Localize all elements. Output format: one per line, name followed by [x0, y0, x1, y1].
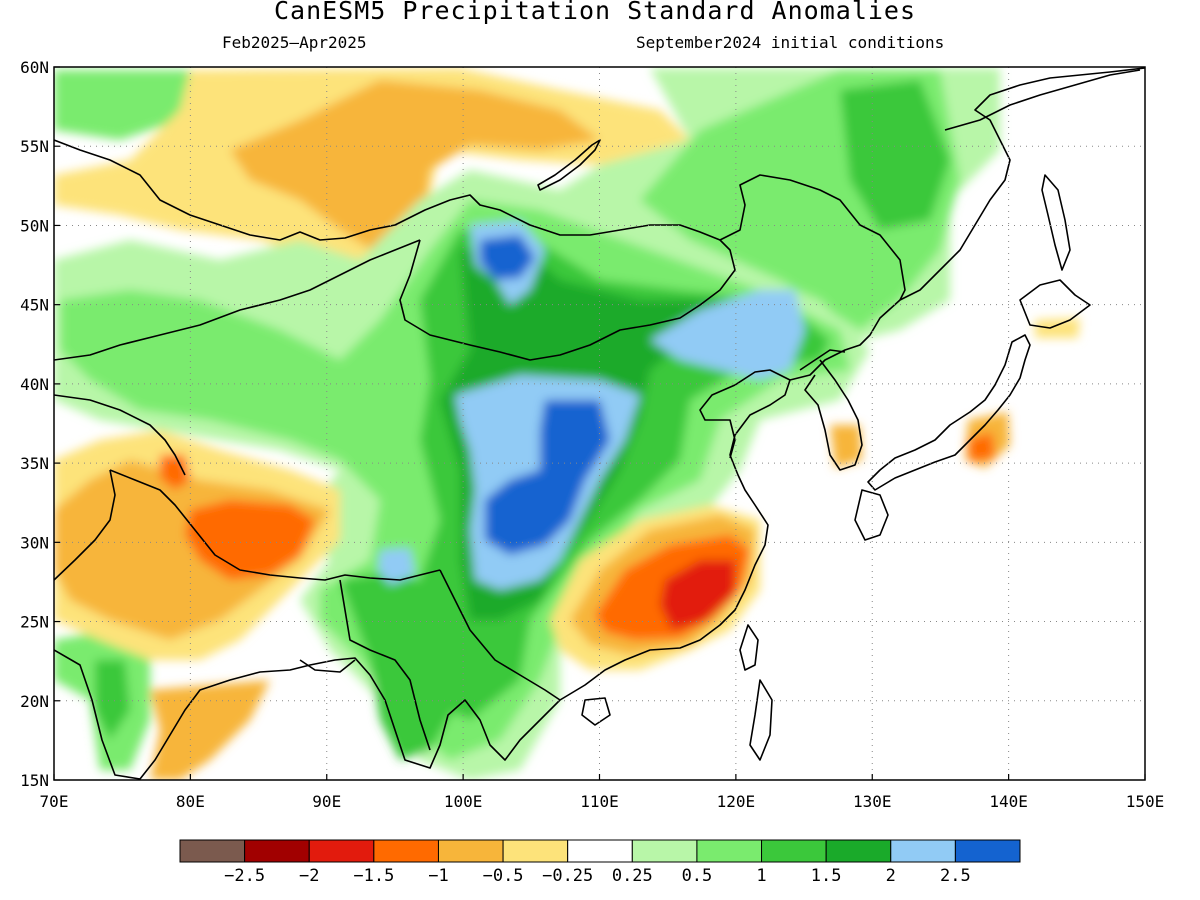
colorbar-label: −2 [299, 866, 319, 886]
sakhalin-coast [1041, 174, 1071, 271]
dry-region-india-core [185, 500, 315, 580]
colorbar-label: 1 [756, 866, 766, 886]
dry-region-southeast-china-core [660, 560, 735, 630]
lat-tick-label: 20N [20, 692, 49, 711]
colorbar-label: 0.25 [612, 866, 653, 886]
wet-region-india-core [95, 660, 130, 740]
lat-tick-label: 30N [20, 533, 49, 552]
border-mongolia-china [399, 239, 736, 361]
country-borders [54, 139, 906, 751]
lat-tick-label: 15N [20, 771, 49, 790]
wet-region-mongolia-core [480, 235, 535, 280]
wet-region-indochina [340, 570, 470, 760]
colorbar-label: 2.5 [940, 866, 971, 886]
colorbar-segment [954, 839, 1021, 863]
border-himalaya [109, 469, 441, 581]
japan-honshu-coast [867, 334, 1031, 491]
lat-lon-grid [54, 67, 1145, 780]
dry-region-kashmir [160, 455, 190, 490]
kamchatka-coast [944, 69, 1141, 131]
lon-tick-label: 80E [176, 792, 205, 811]
colorbar-segment [825, 839, 892, 863]
colorbar-segment [696, 839, 763, 863]
colorbar-segment [761, 839, 827, 863]
colorbar-segment [437, 839, 504, 863]
colorbar-label: −1.5 [353, 866, 394, 886]
colorbar-segment [244, 839, 310, 863]
border-indochina [439, 569, 561, 701]
asia-mainland-coast [54, 67, 1145, 780]
colorbar-segment [567, 839, 633, 863]
axis-ticks: 70E 80E 90E 100E 110E 120E 130E 140E 150E 15N 20N 2… [20, 58, 1164, 811]
lon-tick-label: 90E [312, 792, 341, 811]
colorbar-segment [373, 839, 439, 863]
border-myanmar [339, 579, 431, 751]
wet-region-tibet-lake [378, 548, 415, 585]
dry-region-hokkaido [1035, 318, 1080, 338]
border-china-kazakhstan [54, 239, 421, 361]
lat-tick-label: 60N [20, 58, 49, 77]
colorbar-label: 1.5 [811, 866, 842, 886]
chart-title: CanESM5 Precipitation Standard Anomalies [273, 0, 917, 25]
lat-tick-label: 25N [20, 613, 49, 632]
lon-tick-label: 130E [853, 792, 892, 811]
border-china-korea [799, 349, 846, 371]
colorbar-segment [502, 839, 569, 863]
wet-region-central-china-core [485, 400, 610, 555]
initial-conditions: September2024 initial conditions [636, 33, 945, 52]
dry-region-india-south [150, 680, 270, 780]
lon-tick-label: 120E [717, 792, 756, 811]
lat-tick-label: 55N [20, 137, 49, 156]
colorbar-segment [179, 839, 246, 863]
lake-baikal [537, 139, 601, 191]
colorbar-label: −2.5 [224, 866, 265, 886]
colorbar-segment [308, 839, 375, 863]
lon-tick-label: 140E [989, 792, 1028, 811]
border-russia-south [54, 139, 906, 301]
colorbar-label: −1 [428, 866, 448, 886]
forecast-period: Feb2025–Apr2025 [222, 33, 367, 52]
dry-core-siberia [230, 80, 600, 255]
japan-hokkaido-coast [1019, 279, 1091, 329]
border-india-west [54, 469, 116, 581]
lon-tick-label: 70E [40, 792, 69, 811]
philippines-coast [749, 679, 773, 761]
colorbar-segment [631, 839, 698, 863]
lon-tick-label: 110E [580, 792, 619, 811]
hainan-coast [581, 697, 611, 726]
lat-tick-label: 50N [20, 216, 49, 235]
lon-tick-label: 150E [1126, 792, 1165, 811]
dry-region-japan-core [968, 432, 995, 462]
lon-tick-label: 100E [444, 792, 483, 811]
wet-region-north-west [54, 70, 190, 140]
lat-tick-label: 35N [20, 454, 49, 473]
colorbar-label: −0.25 [542, 866, 593, 886]
colorbar-label: 0.5 [682, 866, 713, 886]
korea-coast [804, 359, 863, 471]
wet-region-amur [840, 80, 950, 230]
colorbar-label: 2 [886, 866, 896, 886]
colorbar: −2.5 −2 −1.5 −1 −0.5 −0.25 0.25 0.5 1 1.5 2 2.5 [179, 839, 1021, 886]
dry-region-korea [830, 425, 862, 468]
border-central-asia [54, 394, 186, 476]
taiwan-coast [739, 624, 759, 671]
colorbar-label: −0.5 [483, 866, 524, 886]
japan-kyushu-coast [854, 489, 889, 541]
sri-lanka-gulf-coast [299, 659, 356, 673]
coastlines [54, 67, 1145, 780]
wet-region-inner-mongolia [650, 290, 805, 380]
colorbar-segment [890, 839, 956, 863]
lat-tick-label: 45N [20, 296, 49, 315]
anomaly-field [54, 67, 1145, 780]
lat-tick-label: 40N [20, 375, 49, 394]
